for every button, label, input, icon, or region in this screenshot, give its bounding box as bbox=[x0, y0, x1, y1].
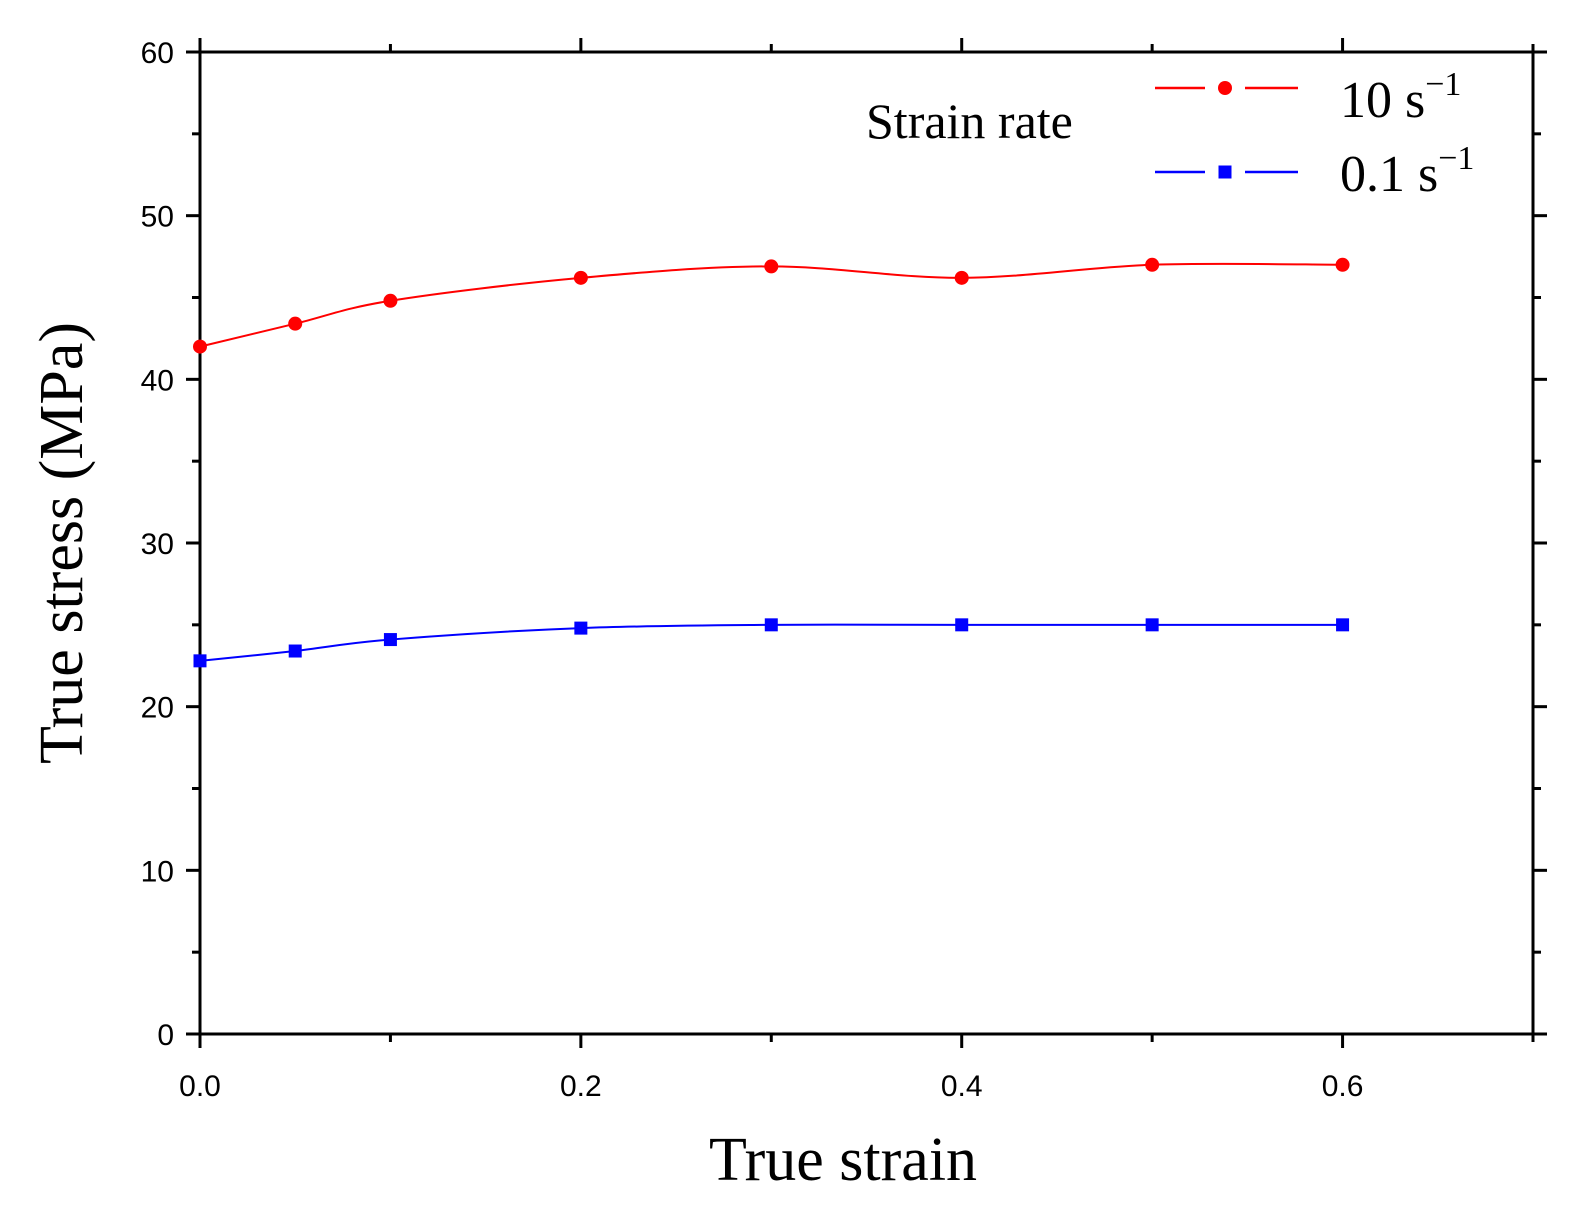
legend-entries bbox=[1155, 81, 1298, 179]
legend-label-series-1-sup: −1 bbox=[1425, 66, 1461, 103]
legend-label-series-1-main: 10 s bbox=[1340, 72, 1425, 129]
series-markers bbox=[193, 257, 1350, 668]
legend-marker-1 bbox=[1218, 81, 1232, 95]
legend-label-series-1: 10 s−1 bbox=[1340, 66, 1461, 129]
y-tick-label: 40 bbox=[141, 364, 174, 397]
data-point-series-2 bbox=[288, 644, 302, 658]
x-tick-label: 0.4 bbox=[941, 1070, 983, 1103]
plot-frame bbox=[198, 50, 1535, 1036]
y-tick-label: 60 bbox=[141, 37, 174, 70]
data-point-series-2 bbox=[383, 633, 397, 647]
y-tick-label: 10 bbox=[141, 855, 174, 888]
axes-ticks: 0 10 20 30 40 50 60 0.0 0.2 0.4 0.6 bbox=[141, 37, 1547, 1103]
data-point-series-2 bbox=[193, 654, 207, 668]
series-line-1 bbox=[199, 262, 1343, 348]
data-point-series-1 bbox=[288, 316, 303, 331]
series-lines bbox=[199, 262, 1343, 662]
data-point-series-1 bbox=[383, 293, 398, 308]
data-point-series-2 bbox=[1336, 618, 1350, 632]
data-point-series-1 bbox=[193, 339, 207, 354]
y-tick-label: 30 bbox=[141, 528, 174, 561]
x-axis-title: True strain bbox=[709, 1126, 977, 1194]
legend-label-series-2-main: 0.1 s bbox=[1340, 146, 1438, 203]
x-tick-label: 0.6 bbox=[1322, 1070, 1364, 1103]
y-axis-title: True stress (MPa) bbox=[28, 322, 96, 764]
legend-title: Strain rate bbox=[866, 93, 1073, 149]
data-point-series-1 bbox=[573, 270, 588, 285]
legend-label-series-2: 0.1 s−1 bbox=[1340, 140, 1474, 203]
data-point-series-2 bbox=[1145, 618, 1159, 632]
y-tick-label: 20 bbox=[141, 692, 174, 725]
y-tick-label: 0 bbox=[157, 1019, 174, 1052]
x-tick-label: 0.0 bbox=[179, 1070, 221, 1103]
data-point-series-2 bbox=[955, 618, 969, 632]
data-point-series-2 bbox=[764, 618, 778, 632]
legend-label-series-2-sup: −1 bbox=[1438, 140, 1474, 177]
y-tick-label: 50 bbox=[141, 201, 174, 234]
data-point-series-1 bbox=[764, 259, 779, 274]
data-point-series-1 bbox=[1335, 257, 1350, 272]
legend-marker-2 bbox=[1218, 165, 1232, 179]
data-point-series-1 bbox=[1145, 257, 1160, 272]
legend: Strain rate 10 s−1 0.1 s−1 bbox=[866, 66, 1474, 203]
data-point-series-1 bbox=[954, 270, 969, 285]
x-tick-label: 0.2 bbox=[560, 1070, 602, 1103]
data-point-series-2 bbox=[574, 621, 588, 635]
